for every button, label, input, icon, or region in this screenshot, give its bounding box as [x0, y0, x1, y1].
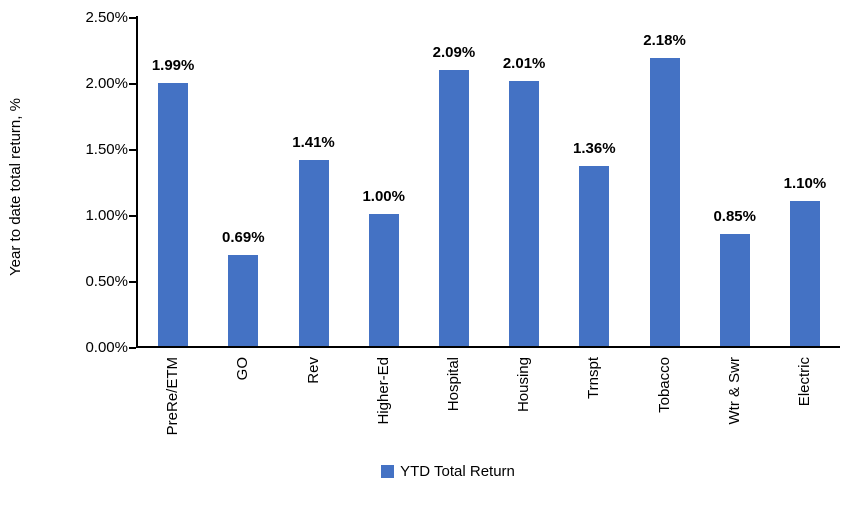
- x-label-slot: Higher-Ed: [349, 357, 419, 425]
- y-tick-label: 2.00%: [85, 75, 128, 92]
- bar: [298, 159, 329, 346]
- x-category-label: Tobacco: [655, 357, 673, 413]
- bar-slot: 1.99%: [138, 57, 208, 346]
- bar-slot: 1.00%: [349, 188, 419, 346]
- bar-slot: 1.36%: [559, 140, 629, 346]
- y-tick-label: 0.50%: [85, 273, 128, 290]
- bar-slot: 0.69%: [208, 229, 278, 346]
- y-tick-mark: [129, 280, 136, 284]
- bar: [228, 254, 259, 346]
- bar: [158, 83, 189, 346]
- x-label-slot: Housing: [489, 357, 559, 412]
- bar: [789, 200, 820, 346]
- y-tick-mark: [129, 82, 136, 86]
- legend-swatch-icon: [381, 465, 395, 478]
- x-label-slot: Rev: [278, 357, 348, 384]
- x-category-label: GO: [234, 357, 252, 381]
- y-tick-label: 0.00%: [85, 339, 128, 356]
- x-axis-labels: PreRe/ETM GO Rev Higher-Ed Hospital Housing Tr…: [138, 357, 840, 457]
- bar-value-label: 2.01%: [502, 54, 546, 72]
- x-label-slot: GO: [208, 357, 278, 380]
- x-label-slot: Wtr & Swr: [700, 357, 770, 425]
- bar-value-label: 2.18%: [643, 32, 686, 50]
- bar: [368, 214, 399, 346]
- x-category-label: Rev: [304, 357, 322, 384]
- y-tick-label: 1.00%: [85, 207, 128, 224]
- bar-value-label: 0.69%: [222, 228, 265, 246]
- bar-value-label: 1.36%: [573, 140, 616, 158]
- bar-value-label: 0.85%: [713, 207, 756, 225]
- bar-value-label: 1.99%: [151, 57, 195, 75]
- bar-value-label: 1.41%: [292, 133, 335, 151]
- x-category-label: Wtr & Swr: [725, 357, 743, 425]
- y-axis-title: Year to date total return, %: [7, 98, 24, 276]
- y-tick-mark: [129, 214, 136, 218]
- y-tick-label: 2.50%: [85, 9, 128, 26]
- y-tick-mark: [129, 148, 136, 152]
- x-label-slot: Tobacco: [629, 357, 699, 413]
- y-tick-mark: [129, 346, 136, 350]
- bar: [438, 70, 469, 346]
- bar: [579, 166, 610, 346]
- x-category-label: PreRe/ETM: [164, 357, 182, 436]
- bar-slot: 2.18%: [629, 32, 699, 346]
- plot-area: 1.99% 0.69% 1.41% 1.00% 2.09% 2.01% 1.36% 2.18%…: [136, 16, 840, 348]
- bar: [719, 233, 750, 346]
- x-category-label: Electric: [795, 357, 813, 407]
- y-tick-mark: [129, 16, 136, 20]
- y-tick-label: 1.50%: [85, 141, 128, 158]
- bar-slot: 1.10%: [770, 175, 840, 346]
- x-category-label: Hospital: [444, 357, 462, 412]
- x-label-slot: Electric: [770, 357, 840, 406]
- x-category-label: Housing: [515, 357, 533, 413]
- x-category-label: Trnspt: [585, 357, 603, 399]
- bar-slot: 0.85%: [700, 208, 770, 346]
- x-label-slot: Hospital: [419, 357, 489, 411]
- bar-value-label: 1.00%: [362, 188, 405, 205]
- bar: [649, 58, 680, 346]
- bar-slot: 2.01%: [489, 55, 559, 346]
- bar-value-label: 1.10%: [783, 174, 827, 192]
- bars-row: 1.99% 0.69% 1.41% 1.00% 2.09% 2.01% 1.36% 2.18%…: [138, 16, 840, 346]
- bar-value-label: 2.09%: [432, 44, 476, 62]
- bar: [509, 80, 540, 346]
- legend-label: YTD Total Return: [400, 463, 515, 480]
- x-category-label: Higher-Ed: [374, 357, 392, 425]
- bar-slot: 2.09%: [419, 44, 489, 346]
- x-label-slot: PreRe/ETM: [138, 357, 208, 435]
- x-label-slot: Trnspt: [559, 357, 629, 399]
- bar-slot: 1.41%: [278, 134, 348, 346]
- legend: YTD Total Return: [138, 463, 758, 480]
